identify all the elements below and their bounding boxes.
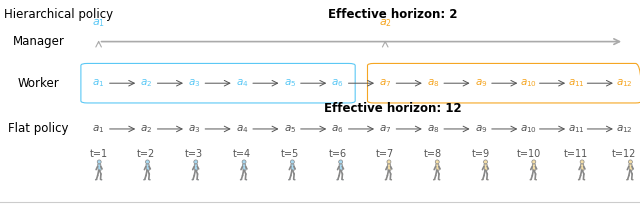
Text: $a_{4}$: $a_{4}$ <box>236 123 248 135</box>
Polygon shape <box>583 179 585 180</box>
Text: $a_{11}$: $a_{11}$ <box>568 123 585 135</box>
Text: $a_{11}$: $a_{11}$ <box>568 77 585 89</box>
Polygon shape <box>578 179 580 180</box>
Circle shape <box>145 160 150 164</box>
Text: $a_{5}$: $a_{5}$ <box>284 123 296 135</box>
Text: $a_{5}$: $a_{5}$ <box>284 77 296 89</box>
Text: Effective horizon: 2: Effective horizon: 2 <box>328 8 458 21</box>
Circle shape <box>194 160 198 164</box>
Text: Hierarchical policy: Hierarchical policy <box>4 8 113 21</box>
Text: Worker: Worker <box>17 77 60 90</box>
Text: Effective horizon: 12: Effective horizon: 12 <box>324 102 462 115</box>
Circle shape <box>97 160 101 164</box>
Polygon shape <box>438 179 440 180</box>
Text: t=3: t=3 <box>185 149 204 159</box>
Polygon shape <box>387 164 391 170</box>
Text: t=9: t=9 <box>472 149 490 159</box>
Polygon shape <box>337 179 339 180</box>
Circle shape <box>532 160 536 164</box>
Polygon shape <box>240 179 242 180</box>
Polygon shape <box>143 179 145 180</box>
Polygon shape <box>245 179 247 180</box>
Polygon shape <box>385 179 387 180</box>
Circle shape <box>628 160 632 164</box>
Polygon shape <box>98 164 101 170</box>
Text: $a_{4}$: $a_{4}$ <box>236 77 248 89</box>
Text: t=6: t=6 <box>328 149 346 159</box>
Polygon shape <box>580 164 584 170</box>
Text: $a_{12}$: $a_{12}$ <box>616 77 632 89</box>
Polygon shape <box>484 164 488 170</box>
Text: $a_{3}$: $a_{3}$ <box>188 123 200 135</box>
Text: $a_{9}$: $a_{9}$ <box>474 123 487 135</box>
Circle shape <box>339 160 342 164</box>
Text: t=2: t=2 <box>137 149 156 159</box>
Polygon shape <box>342 179 344 180</box>
Polygon shape <box>192 179 194 180</box>
Text: $a_{2}$: $a_{2}$ <box>140 77 152 89</box>
Text: $a_1$: $a_1$ <box>92 17 105 29</box>
Polygon shape <box>433 179 435 180</box>
Text: $a_{9}$: $a_{9}$ <box>474 77 487 89</box>
Text: $a_{1}$: $a_{1}$ <box>92 123 105 135</box>
Text: t=4: t=4 <box>233 149 251 159</box>
Text: t=5: t=5 <box>280 149 299 159</box>
Polygon shape <box>631 179 633 180</box>
Polygon shape <box>146 164 150 170</box>
Circle shape <box>484 160 488 164</box>
Polygon shape <box>486 179 488 180</box>
Text: $a_{2}$: $a_{2}$ <box>140 123 152 135</box>
Polygon shape <box>293 179 295 180</box>
Text: Manager: Manager <box>13 35 65 48</box>
Polygon shape <box>243 164 246 170</box>
Circle shape <box>387 160 391 164</box>
Polygon shape <box>629 164 632 170</box>
Polygon shape <box>95 179 97 180</box>
Polygon shape <box>481 179 484 180</box>
Polygon shape <box>532 164 536 170</box>
Text: $a_{6}$: $a_{6}$ <box>332 123 344 135</box>
Text: t=12: t=12 <box>612 149 636 159</box>
Polygon shape <box>291 164 294 170</box>
Text: $a_{7}$: $a_{7}$ <box>379 77 392 89</box>
Text: $a_{1}$: $a_{1}$ <box>92 77 105 89</box>
Text: Flat policy: Flat policy <box>8 123 68 135</box>
Polygon shape <box>627 179 628 180</box>
Text: $a_{10}$: $a_{10}$ <box>520 77 537 89</box>
Polygon shape <box>339 164 342 170</box>
Text: $a_{3}$: $a_{3}$ <box>188 77 200 89</box>
Text: $a_{10}$: $a_{10}$ <box>520 123 537 135</box>
Text: t=11: t=11 <box>564 149 588 159</box>
Circle shape <box>242 160 246 164</box>
Text: $a_{6}$: $a_{6}$ <box>332 77 344 89</box>
Text: t=8: t=8 <box>424 149 442 159</box>
Polygon shape <box>534 179 537 180</box>
Polygon shape <box>530 179 532 180</box>
Polygon shape <box>195 164 198 170</box>
Polygon shape <box>436 164 439 170</box>
Polygon shape <box>100 179 102 180</box>
Text: t=7: t=7 <box>376 149 394 159</box>
Polygon shape <box>390 179 392 180</box>
Circle shape <box>580 160 584 164</box>
Circle shape <box>291 160 294 164</box>
Text: t=10: t=10 <box>516 149 541 159</box>
Text: $a_{7}$: $a_{7}$ <box>379 123 392 135</box>
Polygon shape <box>148 179 150 180</box>
Polygon shape <box>289 179 291 180</box>
Circle shape <box>435 160 439 164</box>
Text: t=1: t=1 <box>90 149 108 159</box>
Polygon shape <box>196 179 198 180</box>
Text: $a_2$: $a_2$ <box>379 17 392 29</box>
Text: $a_{8}$: $a_{8}$ <box>427 123 439 135</box>
Text: $a_{8}$: $a_{8}$ <box>427 77 439 89</box>
Text: $a_{12}$: $a_{12}$ <box>616 123 632 135</box>
